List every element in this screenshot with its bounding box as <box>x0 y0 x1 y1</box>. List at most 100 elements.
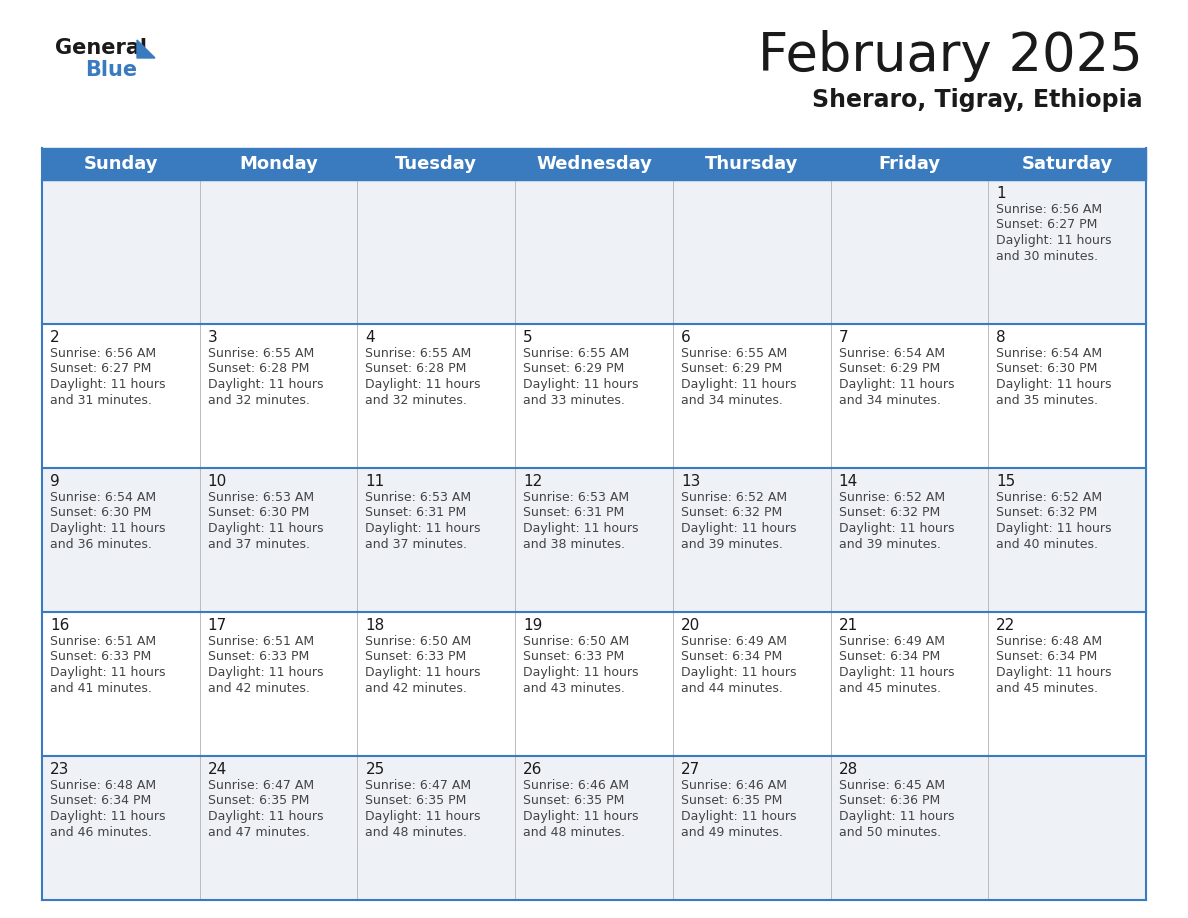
Text: Sunrise: 6:52 AM: Sunrise: 6:52 AM <box>681 491 786 504</box>
Text: Sunrise: 6:56 AM: Sunrise: 6:56 AM <box>50 347 156 360</box>
Text: Sunrise: 6:46 AM: Sunrise: 6:46 AM <box>681 779 786 792</box>
Text: and 47 minutes.: and 47 minutes. <box>208 825 310 838</box>
Bar <box>516 324 672 468</box>
Text: Sunset: 6:29 PM: Sunset: 6:29 PM <box>839 363 940 375</box>
Text: Daylight: 11 hours: Daylight: 11 hours <box>839 378 954 391</box>
Text: Daylight: 11 hours: Daylight: 11 hours <box>839 810 954 823</box>
Text: Sunrise: 6:49 AM: Sunrise: 6:49 AM <box>839 635 944 648</box>
Text: Sunset: 6:33 PM: Sunset: 6:33 PM <box>208 651 309 664</box>
Text: Daylight: 11 hours: Daylight: 11 hours <box>681 378 796 391</box>
Bar <box>200 324 358 468</box>
Bar <box>358 180 516 324</box>
Text: 6: 6 <box>681 330 690 345</box>
Text: and 42 minutes.: and 42 minutes. <box>366 681 467 695</box>
Text: Saturday: Saturday <box>1022 155 1113 173</box>
Text: Sunrise: 6:47 AM: Sunrise: 6:47 AM <box>366 779 472 792</box>
Text: 8: 8 <box>997 330 1006 345</box>
Bar <box>200 180 358 324</box>
Bar <box>200 468 358 612</box>
Text: Daylight: 11 hours: Daylight: 11 hours <box>208 666 323 679</box>
Text: Sunset: 6:34 PM: Sunset: 6:34 PM <box>681 651 782 664</box>
Text: Sunset: 6:28 PM: Sunset: 6:28 PM <box>366 363 467 375</box>
Text: and 34 minutes.: and 34 minutes. <box>839 394 941 407</box>
Text: Sunrise: 6:56 AM: Sunrise: 6:56 AM <box>997 203 1102 216</box>
Text: Sunrise: 6:53 AM: Sunrise: 6:53 AM <box>208 491 314 504</box>
Text: Daylight: 11 hours: Daylight: 11 hours <box>208 522 323 535</box>
Text: Sunrise: 6:53 AM: Sunrise: 6:53 AM <box>366 491 472 504</box>
Bar <box>672 612 830 756</box>
Bar <box>830 756 988 900</box>
Bar <box>988 756 1146 900</box>
Bar <box>672 756 830 900</box>
Text: Daylight: 11 hours: Daylight: 11 hours <box>997 234 1112 247</box>
Bar <box>42 324 200 468</box>
Text: Sunset: 6:35 PM: Sunset: 6:35 PM <box>208 794 309 808</box>
Bar <box>988 468 1146 612</box>
Text: Sunset: 6:31 PM: Sunset: 6:31 PM <box>366 507 467 520</box>
Text: Sunset: 6:32 PM: Sunset: 6:32 PM <box>681 507 782 520</box>
Text: Sunset: 6:34 PM: Sunset: 6:34 PM <box>997 651 1098 664</box>
Text: Daylight: 11 hours: Daylight: 11 hours <box>523 666 639 679</box>
Text: and 40 minutes.: and 40 minutes. <box>997 538 1098 551</box>
Bar <box>516 180 672 324</box>
Text: and 30 minutes.: and 30 minutes. <box>997 250 1098 263</box>
Polygon shape <box>137 40 154 58</box>
Text: 2: 2 <box>50 330 59 345</box>
Text: 13: 13 <box>681 474 700 489</box>
Text: Daylight: 11 hours: Daylight: 11 hours <box>839 666 954 679</box>
Text: Sunrise: 6:52 AM: Sunrise: 6:52 AM <box>997 491 1102 504</box>
Text: February 2025: February 2025 <box>758 30 1143 82</box>
Bar <box>672 324 830 468</box>
Text: Sunset: 6:33 PM: Sunset: 6:33 PM <box>50 651 151 664</box>
Bar <box>358 468 516 612</box>
Text: Sunset: 6:33 PM: Sunset: 6:33 PM <box>523 651 625 664</box>
Text: and 33 minutes.: and 33 minutes. <box>523 394 625 407</box>
Text: Wednesday: Wednesday <box>536 155 652 173</box>
Text: 18: 18 <box>366 618 385 633</box>
Text: Daylight: 11 hours: Daylight: 11 hours <box>523 522 639 535</box>
Text: 25: 25 <box>366 762 385 777</box>
Text: Daylight: 11 hours: Daylight: 11 hours <box>50 522 165 535</box>
Text: and 44 minutes.: and 44 minutes. <box>681 681 783 695</box>
Text: Sunrise: 6:52 AM: Sunrise: 6:52 AM <box>839 491 944 504</box>
Text: Sunrise: 6:55 AM: Sunrise: 6:55 AM <box>208 347 314 360</box>
Text: and 38 minutes.: and 38 minutes. <box>523 538 625 551</box>
Text: 11: 11 <box>366 474 385 489</box>
Text: Sunrise: 6:54 AM: Sunrise: 6:54 AM <box>997 347 1102 360</box>
Text: Sunrise: 6:54 AM: Sunrise: 6:54 AM <box>50 491 156 504</box>
Bar <box>516 468 672 612</box>
Text: Sunset: 6:35 PM: Sunset: 6:35 PM <box>366 794 467 808</box>
Text: 19: 19 <box>523 618 543 633</box>
Text: and 45 minutes.: and 45 minutes. <box>997 681 1098 695</box>
Text: 1: 1 <box>997 186 1006 201</box>
Text: 24: 24 <box>208 762 227 777</box>
Bar <box>830 468 988 612</box>
Text: and 32 minutes.: and 32 minutes. <box>366 394 467 407</box>
Text: Daylight: 11 hours: Daylight: 11 hours <box>997 378 1112 391</box>
Text: and 32 minutes.: and 32 minutes. <box>208 394 310 407</box>
Text: and 48 minutes.: and 48 minutes. <box>366 825 467 838</box>
Text: 12: 12 <box>523 474 543 489</box>
Text: Sunrise: 6:54 AM: Sunrise: 6:54 AM <box>839 347 944 360</box>
Text: Daylight: 11 hours: Daylight: 11 hours <box>681 522 796 535</box>
Text: 20: 20 <box>681 618 700 633</box>
Text: Sunset: 6:27 PM: Sunset: 6:27 PM <box>997 218 1098 231</box>
Bar <box>830 324 988 468</box>
Text: Thursday: Thursday <box>704 155 798 173</box>
Text: Sunset: 6:33 PM: Sunset: 6:33 PM <box>366 651 467 664</box>
Text: 17: 17 <box>208 618 227 633</box>
Text: Daylight: 11 hours: Daylight: 11 hours <box>681 810 796 823</box>
Text: Sunset: 6:27 PM: Sunset: 6:27 PM <box>50 363 151 375</box>
Text: and 36 minutes.: and 36 minutes. <box>50 538 152 551</box>
Text: Sunset: 6:30 PM: Sunset: 6:30 PM <box>997 363 1098 375</box>
Text: Daylight: 11 hours: Daylight: 11 hours <box>523 378 639 391</box>
Text: 5: 5 <box>523 330 532 345</box>
Text: Sunset: 6:34 PM: Sunset: 6:34 PM <box>839 651 940 664</box>
Text: and 46 minutes.: and 46 minutes. <box>50 825 152 838</box>
Text: and 37 minutes.: and 37 minutes. <box>208 538 310 551</box>
Text: 21: 21 <box>839 618 858 633</box>
Bar <box>830 180 988 324</box>
Text: Daylight: 11 hours: Daylight: 11 hours <box>997 666 1112 679</box>
Text: Sunrise: 6:50 AM: Sunrise: 6:50 AM <box>366 635 472 648</box>
Text: Sunrise: 6:55 AM: Sunrise: 6:55 AM <box>366 347 472 360</box>
